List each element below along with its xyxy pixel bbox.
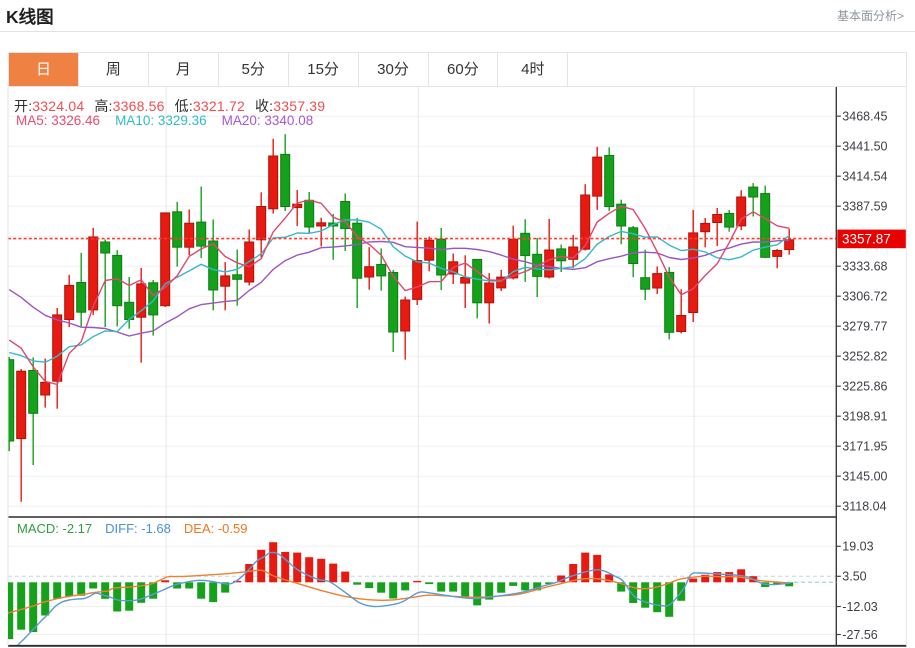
svg-text:-27.56: -27.56 (842, 628, 877, 642)
svg-text:3306.72: 3306.72 (842, 290, 887, 304)
svg-text:3441.50: 3441.50 (842, 140, 887, 154)
svg-text:19.03: 19.03 (842, 540, 873, 554)
svg-text:3171.95: 3171.95 (842, 440, 887, 454)
svg-text:3333.68: 3333.68 (842, 260, 887, 274)
svg-text:3.50: 3.50 (842, 570, 866, 584)
svg-text:3198.91: 3198.91 (842, 410, 887, 424)
svg-text:-12.03: -12.03 (842, 600, 877, 614)
svg-text:3252.82: 3252.82 (842, 350, 887, 364)
svg-text:3118.04: 3118.04 (842, 500, 886, 514)
svg-text:3414.54: 3414.54 (842, 170, 887, 184)
svg-text:3145.00: 3145.00 (842, 470, 887, 484)
svg-text:3468.45: 3468.45 (842, 110, 887, 124)
svg-text:3387.59: 3387.59 (842, 200, 887, 214)
svg-text:3279.77: 3279.77 (842, 320, 887, 334)
svg-text:3225.86: 3225.86 (842, 380, 887, 394)
svg-text:3357.87: 3357.87 (842, 232, 891, 247)
